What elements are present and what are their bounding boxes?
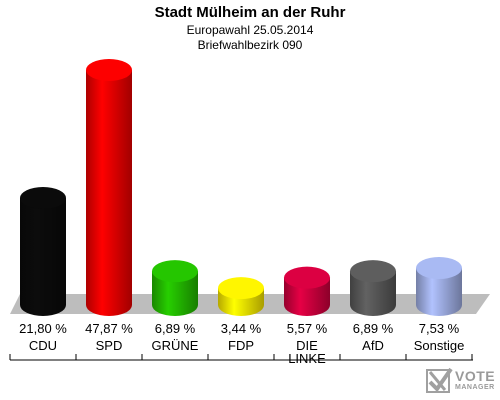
bar-die-linke [284,266,330,316]
logo-text-vote: VOTE [455,368,496,384]
checkmark-x-icon [426,367,453,393]
category-label: DIE LINKE [288,338,326,366]
bar-afd [350,260,396,316]
category-label: CDU [28,338,58,353]
category-label: SPD [95,338,123,353]
value-label: 47,87 % [85,321,133,336]
chart-subtitle-2: Briefwahlbezirk 090 [197,38,303,52]
value-label: 6,89 % [352,321,394,336]
vote-manager-logo: VOTE MANAGER [425,366,500,398]
logo-text-manager: MANAGER [455,384,495,391]
bar-fdp [218,277,264,316]
bar-grüne [152,260,198,316]
chart-title: Stadt Mülheim an der Ruhr [154,4,346,21]
bar-sonstige [416,257,462,316]
bar-spd [86,59,132,316]
bar-cdu [20,186,66,316]
value-label: 6,89 % [154,321,196,336]
value-label: 5,57 % [286,321,328,336]
value-label: 21,80 % [19,321,67,336]
value-label: 7,53 % [418,321,460,336]
category-label: GRÜNE [151,338,199,353]
category-label: FDP [228,338,254,353]
chart-subtitle: Europawahl 25.05.2014 [186,23,314,37]
category-label: AfD [362,338,384,353]
category-label: Sonstige [413,338,465,353]
value-label: 3,44 % [220,321,262,336]
